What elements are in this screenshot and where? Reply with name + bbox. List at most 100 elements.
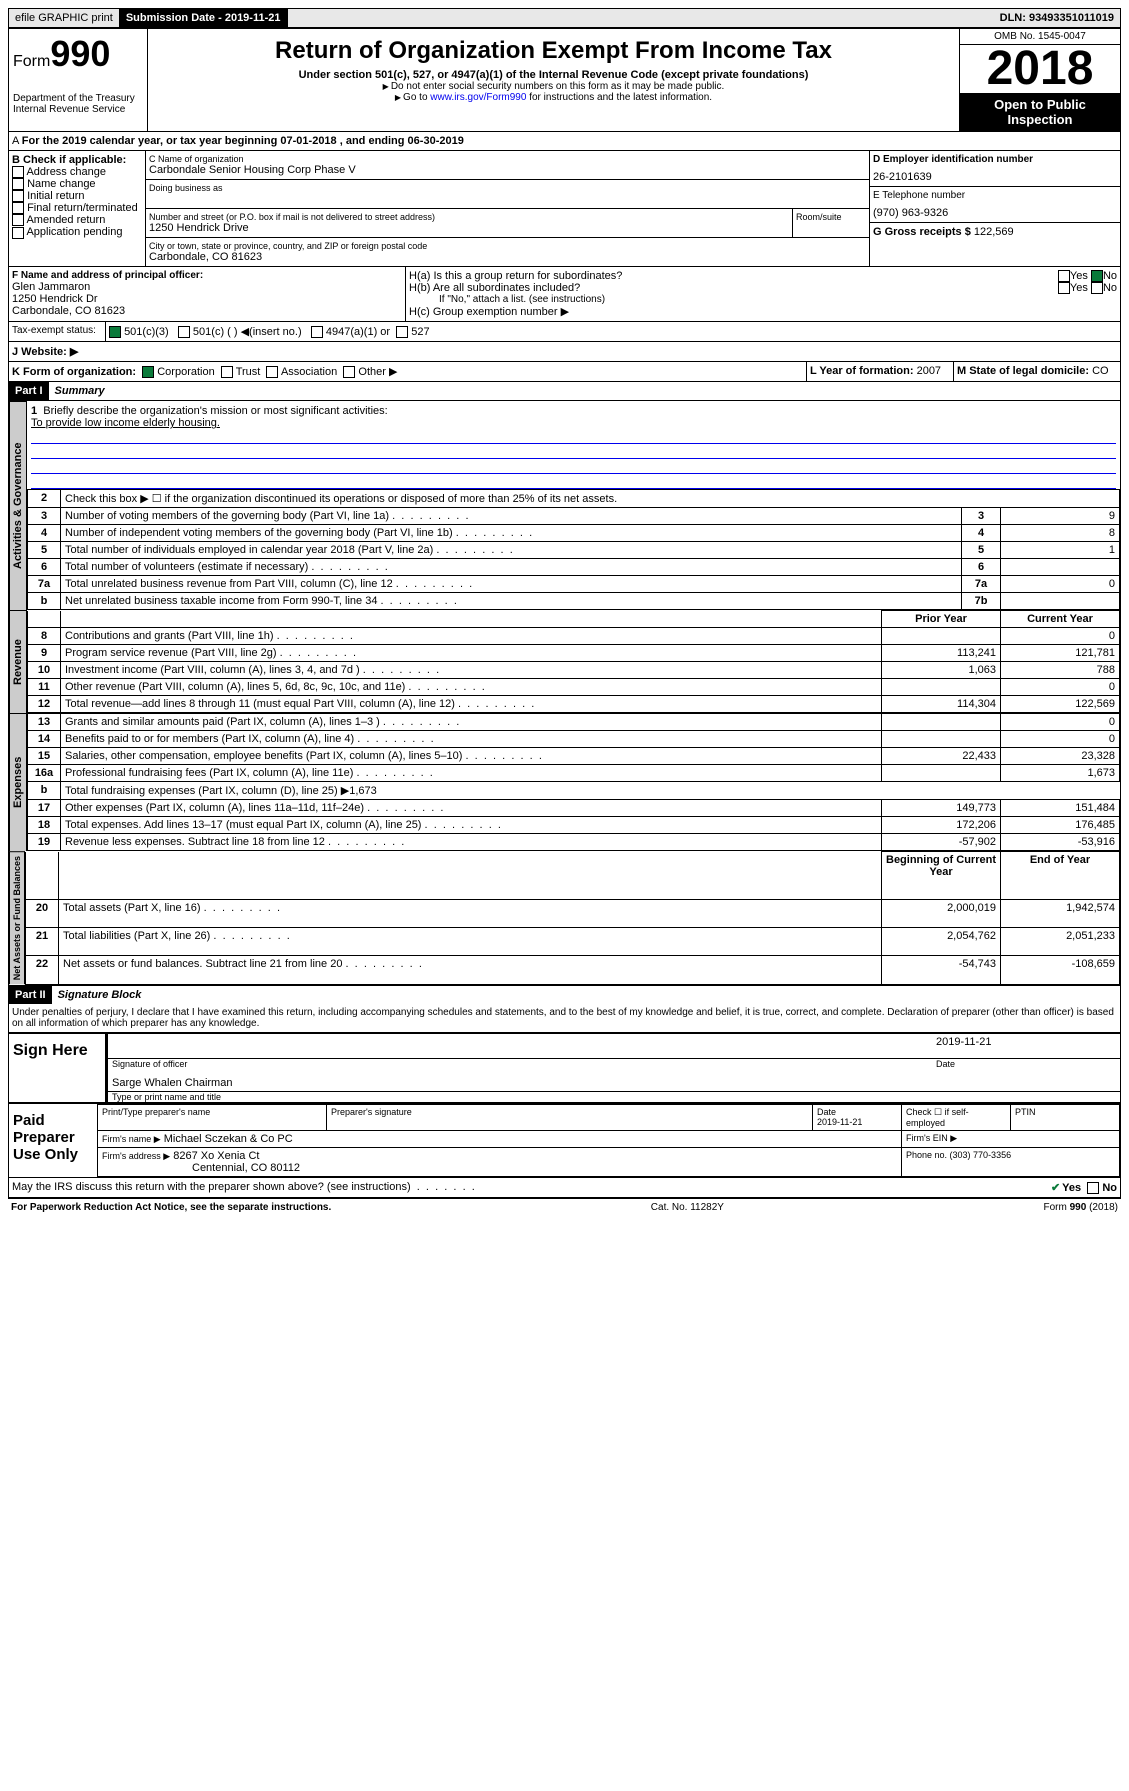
firm-label: Firm's name ▶ [102, 1134, 161, 1144]
efile-link[interactable]: efile GRAPHIC print [9, 9, 120, 27]
street-label: Number and street (or P.O. box if mail i… [149, 212, 789, 222]
phone-label: E Telephone number [873, 190, 1117, 201]
box-f: F Name and address of principal officer:… [9, 267, 406, 321]
city-label: City or town, state or province, country… [149, 241, 866, 251]
form-title: Return of Organization Exempt From Incom… [152, 37, 955, 65]
note-goto-end: for instructions and the latest informat… [526, 92, 712, 103]
perjury-text: Under penalties of perjury, I declare th… [9, 1004, 1120, 1032]
box-b-label: B Check if applicable: [12, 154, 142, 166]
street-value: 1250 Hendrick Drive [149, 222, 789, 234]
box-c: C Name of organizationCarbondale Senior … [146, 151, 870, 266]
prep-name-hdr: Print/Type preparer's name [98, 1104, 327, 1130]
header-right: OMB No. 1545-0047 2018 Open to Public In… [959, 29, 1120, 131]
room-label: Room/suite [792, 209, 869, 237]
part2-title: Signature Block [52, 986, 148, 1004]
q1-text: Briefly describe the organization's miss… [43, 405, 387, 417]
mission-text: To provide low income elderly housing. [31, 417, 220, 429]
tab-governance: Activities & Governance [9, 401, 27, 610]
sig-name: Sarge Whalen Chairman [112, 1077, 232, 1089]
box-m-label: M State of legal domicile: [957, 365, 1089, 377]
paid-preparer-label: Paid Preparer Use Only [9, 1104, 97, 1177]
ein-label: D Employer identification number [873, 154, 1117, 165]
tab-expenses: Expenses [9, 713, 27, 851]
box-h: H(a) Is this a group return for subordin… [406, 267, 1120, 321]
cb-527[interactable]: 527 [411, 326, 429, 338]
officer-addr2: Carbondale, CO 81623 [12, 305, 402, 317]
box-b: B Check if applicable: Address change Na… [9, 151, 146, 266]
cb-final-return[interactable]: Final return/terminated [27, 202, 138, 214]
officer-addr1: 1250 Hendrick Dr [12, 293, 402, 305]
ha-label: H(a) Is this a group return for subordin… [409, 270, 622, 282]
tab-revenue: Revenue [9, 610, 27, 713]
ein-value: 26-2101639 [873, 171, 1117, 183]
firm-addr2: Centennial, CO 80112 [192, 1162, 300, 1174]
sig-name-label: Type or print name and title [108, 1092, 1120, 1102]
form-word: Form [13, 53, 50, 70]
hc-label: H(c) Group exemption number ▶ [409, 305, 1117, 318]
sig-date-label: Date [932, 1059, 1120, 1069]
part1-label: Part I [9, 382, 49, 400]
box-deg: D Employer identification number 26-21016… [870, 151, 1120, 266]
sig-date: 2019-11-21 [936, 1036, 991, 1048]
cb-501c3[interactable]: 501(c)(3) [124, 326, 169, 338]
hb-note: If "No," attach a list. (see instruction… [409, 294, 1117, 305]
box-k-label: K Form of organization: [12, 366, 136, 378]
box-j: J Website: ▶ [9, 342, 1120, 361]
firm-addr-label: Firm's address ▶ [102, 1151, 170, 1161]
cb-4947[interactable]: 4947(a)(1) or [326, 326, 390, 338]
gross-label: G Gross receipts $ [873, 226, 971, 238]
sig-officer-label: Signature of officer [108, 1059, 932, 1069]
year-formation: 2007 [917, 365, 941, 377]
cb-pending[interactable]: Application pending [26, 226, 122, 238]
prep-ptin: PTIN [1011, 1104, 1120, 1130]
firm-phone: Phone no. (303) 770-3356 [902, 1147, 1120, 1176]
cb-other[interactable]: Other ▶ [358, 366, 397, 378]
prep-sig-hdr: Preparer's signature [327, 1104, 813, 1130]
prep-date-hdr: Date [817, 1107, 836, 1117]
cb-assoc[interactable]: Association [281, 366, 337, 378]
officer-name: Glen Jammaron [12, 281, 402, 293]
dba-label: Doing business as [149, 183, 866, 193]
cb-corp[interactable]: Corporation [157, 366, 214, 378]
cat-number: Cat. No. 11282Y [651, 1202, 724, 1213]
instructions-link[interactable]: www.irs.gov/Form990 [430, 92, 526, 103]
state-domicile: CO [1092, 365, 1109, 377]
form-container: Form990 Department of the Treasury Inter… [8, 28, 1121, 1198]
prep-date: 2019-11-21 [817, 1117, 862, 1127]
tax-year: 2018 [960, 45, 1120, 93]
prep-selfemp: Check ☐ if self-employed [902, 1104, 1011, 1130]
hb-label: H(b) Are all subordinates included? [409, 282, 580, 294]
gross-value: 122,569 [974, 226, 1014, 238]
cb-501c[interactable]: 501(c) ( ) ◀(insert no.) [193, 326, 302, 338]
org-name: Carbondale Senior Housing Corp Phase V [149, 164, 866, 176]
box-l-label: L Year of formation: [810, 365, 914, 377]
q1-num: 1 [31, 405, 37, 417]
header-left: Form990 Department of the Treasury Inter… [9, 29, 148, 131]
cb-amended[interactable]: Amended return [26, 214, 105, 226]
cb-address-change[interactable]: Address change [26, 166, 106, 178]
tax-status-label: Tax-exempt status: [9, 322, 106, 341]
dln: DLN: 93493351011019 [994, 9, 1120, 27]
discuss-text: May the IRS discuss this return with the… [12, 1181, 411, 1193]
note-privacy: Do not enter social security numbers on … [152, 81, 955, 92]
city-value: Carbondale, CO 81623 [149, 251, 866, 263]
firm-name: Michael Sczekan & Co PC [164, 1133, 293, 1145]
note-goto: Go to [395, 92, 430, 103]
sign-here-label: Sign Here [9, 1034, 97, 1102]
tab-netassets: Net Assets or Fund Balances [9, 851, 25, 984]
dept-label: Department of the Treasury Internal Reve… [13, 93, 143, 115]
form-number: 990 [50, 33, 110, 74]
firm-ein: Firm's EIN ▶ [902, 1130, 1120, 1147]
firm-addr: 8267 Xo Xenia Ct [173, 1150, 259, 1162]
form-subtitle: Under section 501(c), 527, or 4947(a)(1)… [152, 69, 955, 81]
phone-value: (970) 963-9326 [873, 207, 1117, 219]
paperwork-notice: For Paperwork Reduction Act Notice, see … [11, 1202, 331, 1213]
cb-name-change[interactable]: Name change [27, 178, 96, 190]
officer-label: F Name and address of principal officer: [12, 270, 402, 281]
open-public: Open to Public Inspection [960, 93, 1120, 131]
header-middle: Return of Organization Exempt From Incom… [148, 29, 959, 131]
cb-initial-return[interactable]: Initial return [27, 190, 84, 202]
cb-trust[interactable]: Trust [236, 366, 261, 378]
top-bar: efile GRAPHIC print Submission Date - 20… [8, 8, 1121, 28]
box-c-label: C Name of organization [149, 154, 866, 164]
